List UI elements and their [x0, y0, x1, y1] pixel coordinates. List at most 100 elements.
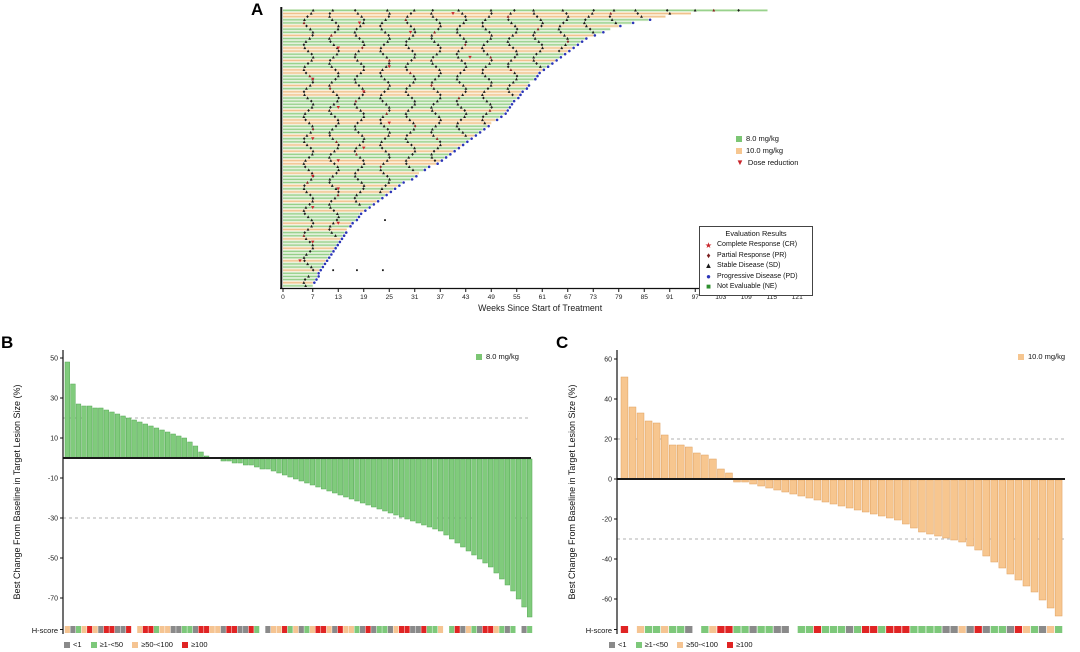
hscore-cell — [304, 626, 310, 633]
swimmer-bar-core — [283, 56, 560, 58]
assessment-marker — [429, 11, 433, 15]
assessment-marker — [459, 71, 462, 75]
assessment-marker — [360, 15, 364, 18]
waterfall-bar — [187, 441, 193, 459]
hscore-cell — [382, 626, 388, 633]
assessment-marker — [337, 168, 341, 172]
assessment-marker — [328, 181, 331, 184]
assessment-marker — [356, 11, 360, 15]
assessment-marker — [608, 15, 612, 19]
assessment-marker — [412, 80, 415, 84]
assessment-marker — [382, 43, 386, 47]
hscore-legend-item: <1 — [609, 640, 627, 649]
panel-a-x-axis-title: Weeks Since Start of Treatment — [478, 303, 603, 313]
dose-legend: 8.0 mg/kg 10.0 mg/kg ▼ Dose reduction — [736, 133, 798, 169]
assessment-marker — [388, 155, 391, 159]
assessment-marker — [384, 102, 388, 106]
assessment-marker — [408, 118, 412, 122]
swimmer-bar-core — [283, 200, 377, 202]
assessment-marker — [362, 21, 365, 25]
legend-item-label: ≥100 — [735, 640, 753, 649]
assessment-marker — [328, 87, 332, 91]
assessment-marker — [412, 127, 416, 131]
swimmer-bar-core — [283, 172, 419, 174]
assessment-marker — [379, 96, 382, 100]
swimmer-bar-core — [283, 191, 390, 193]
assessment-marker — [412, 27, 416, 31]
assessment-marker — [610, 18, 614, 21]
assessment-marker — [535, 15, 539, 19]
assessment-marker — [330, 184, 334, 187]
assessment-marker — [584, 18, 587, 22]
swimmer-bar-core — [283, 232, 345, 234]
waterfall-bar — [87, 405, 93, 459]
legend-item-label: Complete Response (CR) — [717, 241, 798, 249]
hscore-cell — [109, 626, 115, 633]
assessment-marker — [354, 199, 358, 203]
pd-end-marker — [381, 196, 384, 200]
assessment-marker — [328, 224, 332, 228]
hscore-cell — [669, 626, 677, 633]
hscore-cell — [717, 626, 725, 633]
assessment-marker — [378, 143, 382, 147]
pd-end-marker — [319, 268, 323, 272]
hscore-cell — [298, 626, 304, 633]
assessment-marker — [515, 27, 519, 31]
assessment-marker — [591, 30, 595, 34]
assessment-marker — [302, 209, 306, 212]
assessment-marker — [507, 37, 511, 41]
assessment-marker — [506, 15, 510, 18]
assessment-marker — [413, 77, 417, 81]
x-tick-label: 61 — [539, 294, 547, 301]
assessment-marker — [438, 140, 442, 144]
waterfall-bar — [717, 468, 725, 480]
pd-end-marker — [563, 52, 567, 56]
assessment-marker — [311, 30, 315, 34]
assessment-marker — [331, 90, 335, 93]
pd-end-marker — [555, 59, 558, 62]
swimmer-bar-core — [283, 257, 328, 259]
hscore-cell — [886, 626, 894, 633]
assessment-marker — [308, 83, 312, 87]
waterfall-bar — [348, 458, 355, 500]
waterfall-bar — [493, 458, 499, 574]
assessment-marker — [354, 146, 358, 150]
hscore-cell — [315, 626, 321, 633]
waterfall-bar — [1046, 479, 1055, 609]
waterfall-bar — [781, 479, 789, 493]
assessment-marker — [490, 11, 493, 15]
hscore-cell — [845, 626, 854, 633]
assessment-marker — [489, 36, 493, 40]
assessment-marker — [304, 284, 308, 287]
assessment-marker — [360, 165, 364, 169]
assessment-marker — [482, 49, 486, 53]
assessment-marker — [379, 74, 383, 78]
assessment-marker — [303, 278, 307, 282]
swimmer-bar-core — [283, 100, 513, 102]
assessment-marker — [439, 46, 442, 50]
assessment-marker — [331, 174, 335, 178]
assessment-marker — [407, 36, 411, 40]
pd-end-marker — [357, 215, 361, 219]
assessment-marker — [489, 55, 493, 59]
assessment-marker — [490, 105, 493, 109]
assessment-marker — [355, 74, 359, 78]
assessment-marker — [330, 230, 334, 234]
assessment-marker — [354, 127, 357, 131]
swimmer-bar-core — [283, 9, 768, 11]
assessment-marker — [362, 18, 366, 22]
assessment-marker — [358, 155, 362, 159]
circle-icon: ● — [706, 271, 711, 281]
assessment-marker — [303, 231, 307, 235]
hscore-cell — [376, 626, 382, 633]
waterfall-bar — [81, 405, 87, 459]
pd-end-marker — [427, 165, 431, 169]
swimmer-bar-core — [283, 276, 317, 277]
waterfall-bar — [371, 458, 377, 508]
assessment-marker — [311, 124, 314, 128]
assessment-marker — [334, 187, 338, 190]
assessment-marker — [456, 55, 460, 59]
green-square-icon — [476, 353, 482, 360]
hscore-cell — [415, 626, 421, 633]
swimmer-bar-core — [283, 60, 555, 61]
